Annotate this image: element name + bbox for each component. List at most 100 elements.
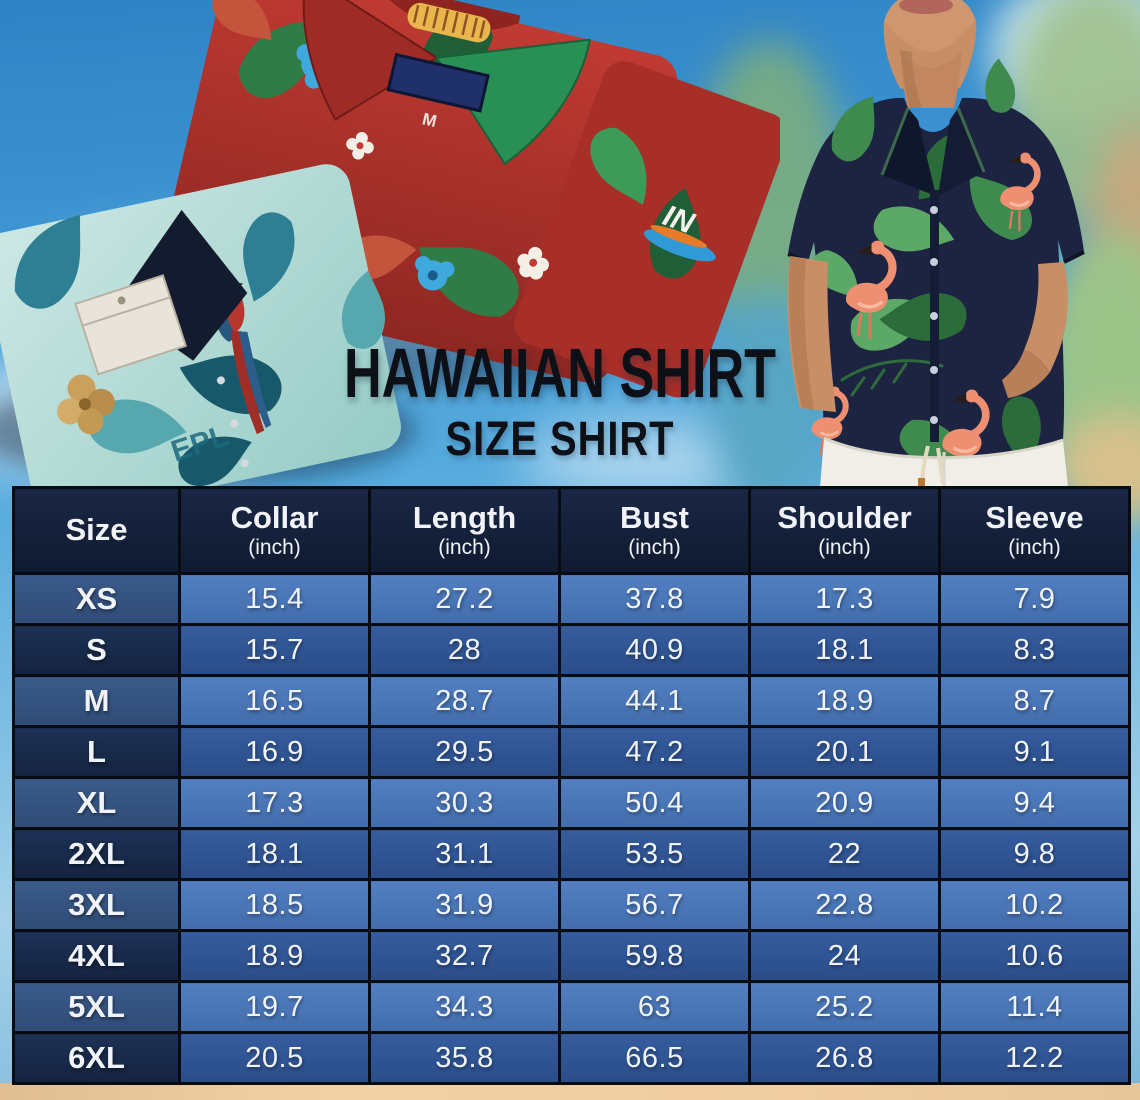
model-arms — [787, 256, 1068, 412]
collar-value: 18.1 — [178, 827, 371, 881]
model-shirt-collar — [880, 107, 986, 196]
hand-in-pocket — [1002, 350, 1050, 398]
fern-frond-icon — [840, 359, 944, 397]
sleeve-value: 8.7 — [938, 674, 1131, 728]
length-value: 32.7 — [368, 929, 561, 983]
collar-value: 15.4 — [178, 572, 371, 626]
size-label: L — [12, 725, 181, 779]
shoulder-value: 22.8 — [748, 878, 941, 932]
sleeve-value: 9.4 — [938, 776, 1131, 830]
shoulder-value: 20.9 — [748, 776, 941, 830]
bust-value: 37.8 — [558, 572, 751, 626]
bust-value: 50.4 — [558, 776, 751, 830]
bust-value: 53.5 — [558, 827, 751, 881]
collar-value: 18.5 — [178, 878, 371, 932]
sleeve-value: 10.2 — [938, 878, 1131, 932]
lips — [899, 0, 953, 14]
column-header-sleeve: Sleeve (inch) — [938, 486, 1131, 575]
button — [230, 419, 239, 428]
sleeve-value: 9.8 — [938, 827, 1131, 881]
plumeria-flower-icon — [346, 131, 374, 160]
folded-shirts-photo: M IN — [0, 0, 780, 500]
sleeve-value: 9.1 — [938, 725, 1131, 779]
length-value: 28 — [368, 623, 561, 677]
collar-value: 15.7 — [178, 623, 371, 677]
shoulder-value: 26.8 — [748, 1031, 941, 1085]
red-shirt-collar: M — [302, 0, 592, 166]
bust-value: 47.2 — [558, 725, 751, 779]
column-header-size: Size — [12, 486, 181, 575]
teal-shirt-tropical-print: EPL — [0, 202, 409, 493]
size-label: M — [12, 674, 181, 728]
table-row-s: S 15.7 28 40.9 18.1 8.3 — [12, 623, 1131, 677]
size-label: 4XL — [12, 929, 181, 983]
button — [930, 206, 938, 214]
collar-value: 20.5 — [178, 1031, 371, 1085]
beach-sand-strip — [0, 1083, 1140, 1100]
button — [930, 366, 938, 374]
size-label: 5XL — [12, 980, 181, 1034]
model-head — [883, 0, 977, 108]
shoulder-value: 24 — [748, 929, 941, 983]
length-value: 30.3 — [368, 776, 561, 830]
sleeve-value: 8.3 — [938, 623, 1131, 677]
sleeve-value: 10.6 — [938, 929, 1131, 983]
sleeve-value: 12.2 — [938, 1031, 1131, 1085]
table-row-m: M 16.5 28.7 44.1 18.9 8.7 — [12, 674, 1131, 728]
table-row-l: L 16.9 29.5 47.2 20.1 9.1 — [12, 725, 1131, 779]
bust-value: 40.9 — [558, 623, 751, 677]
table-header-row: Size Collar (inch) Length (inch) Bust (i… — [12, 486, 1131, 575]
bust-value: 59.8 — [558, 929, 751, 983]
shoulder-value: 22 — [748, 827, 941, 881]
shoulder-value: 25.2 — [748, 980, 941, 1034]
length-value: 27.2 — [368, 572, 561, 626]
inner-brand-label — [386, 52, 490, 113]
bust-value: 56.7 — [558, 878, 751, 932]
shoulder-value: 20.1 — [748, 725, 941, 779]
size-label: 2XL — [12, 827, 181, 881]
model-pants — [820, 436, 1068, 487]
page-subtitle: SIZE SHIRT — [445, 411, 675, 466]
model-photo — [787, 0, 1085, 487]
size-label: S — [12, 623, 181, 677]
sleeve-value: 11.4 — [938, 980, 1131, 1034]
length-value: 34.3 — [368, 980, 561, 1034]
length-value: 35.8 — [368, 1031, 561, 1085]
plumeria-flower-icon — [517, 246, 549, 280]
title-block: HAWAIIAN SHIRT SIZE SHIRT — [280, 335, 840, 466]
teal-hawaiian-shirt: EPL — [0, 164, 409, 500]
table-row-2xl: 2XL 18.1 31.1 53.5 22 9.8 — [12, 827, 1131, 881]
table-row-xs: XS 15.4 27.2 37.8 17.3 7.9 — [12, 572, 1131, 626]
collar-value: 18.9 — [178, 929, 371, 983]
length-value: 31.9 — [368, 878, 561, 932]
table-row-6xl: 6XL 20.5 35.8 66.5 26.8 12.2 — [12, 1031, 1131, 1085]
size-label: XS — [12, 572, 181, 626]
table-row-4xl: 4XL 18.9 32.7 59.8 24 10.6 — [12, 929, 1131, 983]
tan-hibiscus-icon — [57, 374, 115, 435]
collar-label — [407, 2, 491, 43]
button — [930, 416, 938, 424]
button — [216, 376, 225, 385]
size-label: 3XL — [12, 878, 181, 932]
table-row-3xl: 3XL 18.5 31.9 56.7 22.8 10.2 — [12, 878, 1131, 932]
drawstring-aglet — [918, 478, 925, 487]
bust-value: 44.1 — [558, 674, 751, 728]
chest-pocket — [74, 274, 188, 376]
button — [240, 459, 249, 468]
size-chart-table: Size Collar (inch) Length (inch) Bust (i… — [12, 486, 1131, 1085]
length-value: 31.1 — [368, 827, 561, 881]
collar-value: 19.7 — [178, 980, 371, 1034]
column-header-bust: Bust (inch) — [558, 486, 751, 575]
sleeve-value: 7.9 — [938, 572, 1131, 626]
button — [930, 258, 938, 266]
size-label: 6XL — [12, 1031, 181, 1085]
column-header-length: Length (inch) — [368, 486, 561, 575]
column-header-shoulder: Shoulder (inch) — [748, 486, 941, 575]
shoulder-value: 18.1 — [748, 623, 941, 677]
size-label: XL — [12, 776, 181, 830]
size-chart: Size Collar (inch) Length (inch) Bust (i… — [12, 486, 1131, 1085]
red-shirt-sleeve — [514, 61, 780, 398]
bust-value: 63 — [558, 980, 751, 1034]
length-value: 29.5 — [368, 725, 561, 779]
collar-value: 16.9 — [178, 725, 371, 779]
